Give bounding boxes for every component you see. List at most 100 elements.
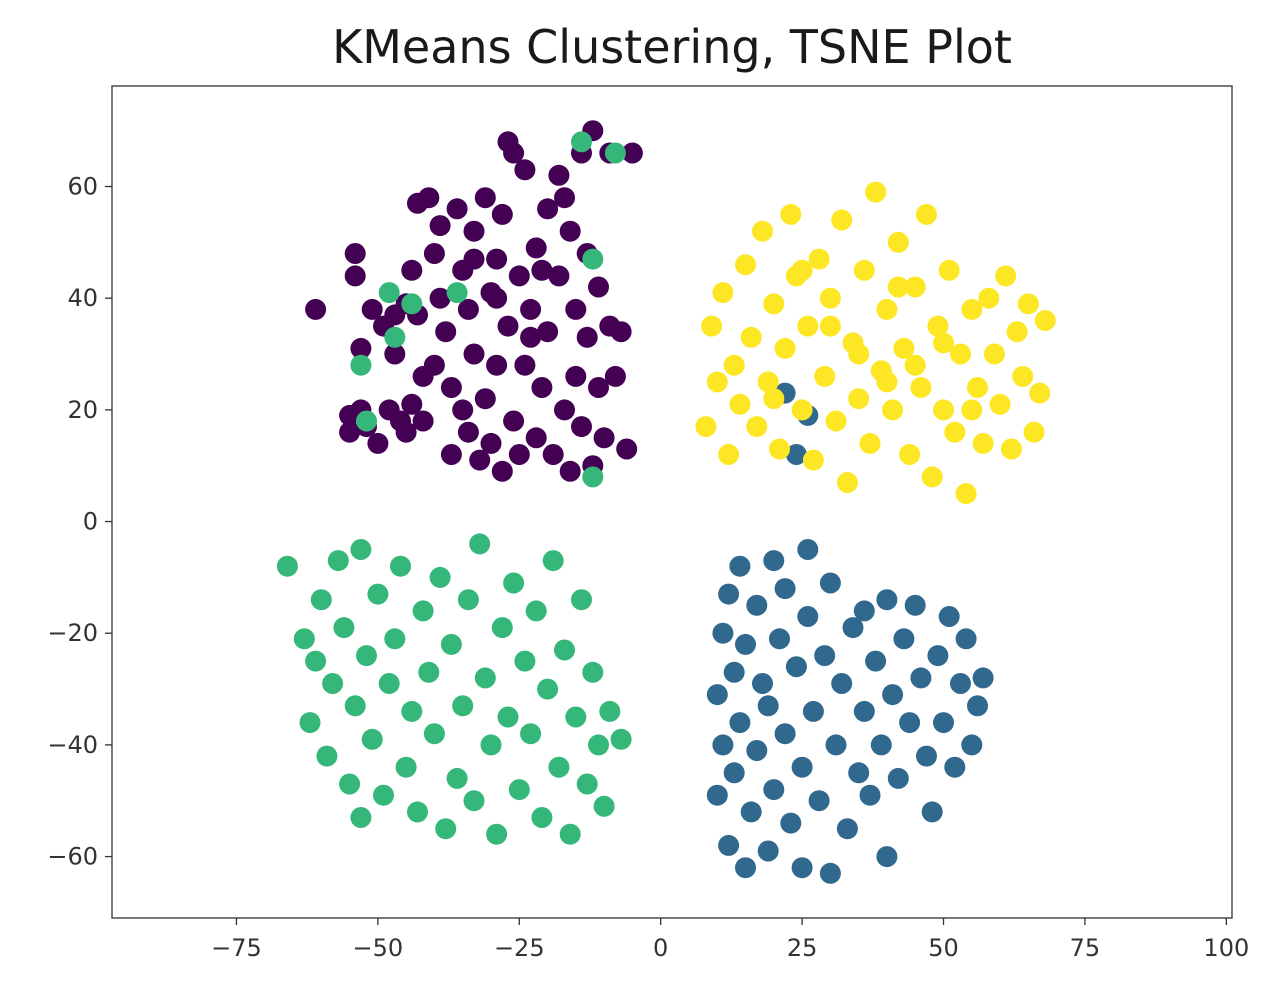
scatter-point-cluster-0-36 <box>469 449 491 471</box>
scatter-point-cluster-0-8 <box>361 298 383 320</box>
scatter-point-cluster-2-1 <box>293 628 315 650</box>
scatter-point-cluster-2-34 <box>474 667 496 689</box>
scatter-point-cluster-2-30 <box>452 695 474 717</box>
scatter-point-cluster-3-20 <box>808 248 830 270</box>
scatter-point-cluster-2-46 <box>542 550 564 572</box>
scatter-point-cluster-2-54 <box>588 734 609 756</box>
x-tick-label: 0 <box>653 934 668 962</box>
scatter-point-cluster-3-38 <box>910 377 932 398</box>
scatter-point-cluster-0-27 <box>440 444 462 465</box>
scatter-point-cluster-2-4 <box>310 589 332 611</box>
scatter-point-cluster-0-41 <box>486 248 508 270</box>
scatter-point-cluster-2-16 <box>373 784 394 806</box>
scatter-point-cluster-3-12 <box>763 293 785 315</box>
scatter-point-cluster-0-15 <box>395 421 417 443</box>
scatter-point-cluster-0-49 <box>508 444 530 465</box>
scatter-point-cluster-3-55 <box>1006 321 1028 343</box>
scatter-point-cluster-2-17 <box>378 673 400 694</box>
scatter-point-cluster-2-25 <box>423 723 445 745</box>
scatter-point-cluster-1-19 <box>763 779 785 801</box>
scatter-point-cluster-0-57 <box>537 321 559 343</box>
scatter-point-cluster-0-44 <box>491 203 513 225</box>
scatter-point-cluster-2-51 <box>571 589 592 611</box>
scatter-point-cluster-0-17 <box>401 259 423 281</box>
scatter-point-cluster-3-43 <box>938 259 960 281</box>
scatter-point-cluster-1-13 <box>746 594 768 616</box>
scatter-point-cluster-1-30 <box>808 790 830 812</box>
scatter-point-cluster-2-11 <box>350 807 372 828</box>
scatter-point-cluster-3-42 <box>933 399 954 421</box>
scatter-point-cluster-3-29 <box>859 432 881 454</box>
scatter-point-cluster-0-26 <box>435 321 457 343</box>
scatter-point-cluster-2-28 <box>440 633 462 655</box>
scatter-point-cluster-0-82 <box>554 187 575 209</box>
scatter-point-cluster-0-78 <box>610 321 632 343</box>
scatter-point-cluster-3-62 <box>819 315 841 337</box>
scatter-point-cluster-3-64 <box>904 354 926 376</box>
scatter-point-cluster-2-27 <box>435 818 457 840</box>
y-tick-label: 0 <box>83 508 98 536</box>
scatter-point-cluster-3-69 <box>887 276 909 298</box>
scatter-point-cluster-2-9 <box>339 773 361 795</box>
scatter-point-cluster-0-77 <box>604 365 626 387</box>
scatter-point-cluster-0-83 <box>463 248 485 270</box>
y-tick-label: 20 <box>67 396 98 424</box>
scatter-point-cluster-3-57 <box>1017 293 1039 315</box>
scatter-point-cluster-0-85 <box>429 287 451 309</box>
scatter-point-cluster-1-24 <box>785 656 807 678</box>
scatter-point-cluster-2-23 <box>412 600 434 622</box>
scatter-point-cluster-3-2 <box>706 371 728 393</box>
scatter-point-cluster-2-19 <box>390 555 411 577</box>
scatter-point-cluster-2-22 <box>407 801 428 823</box>
scatter-point-cluster-2-61 <box>378 282 400 304</box>
scatter-point-cluster-2-20 <box>395 756 417 778</box>
scatter-point-cluster-1-60 <box>961 734 983 756</box>
scatter-point-cluster-1-16 <box>757 840 779 862</box>
scatter-point-cluster-1-27 <box>797 539 819 560</box>
scatter-point-cluster-3-8 <box>740 326 762 348</box>
scatter-point-cluster-0-22 <box>418 187 440 209</box>
scatter-point-cluster-0-28 <box>440 377 462 398</box>
scatter-point-cluster-3-40 <box>921 466 943 488</box>
scatter-point-cluster-1-33 <box>819 572 841 594</box>
scatter-point-cluster-3-36 <box>899 444 921 465</box>
scatter-point-cluster-1-18 <box>763 550 785 572</box>
scatter-point-cluster-1-23 <box>780 812 802 834</box>
scatter-point-cluster-2-15 <box>367 583 389 605</box>
scatter-point-cluster-3-18 <box>797 315 819 337</box>
scatter-point-cluster-3-13 <box>769 438 790 460</box>
x-tick-label: 75 <box>1070 934 1101 962</box>
scatter-point-cluster-2-53 <box>582 661 604 683</box>
y-axis: −60 −40 −20 0 20 40 60 <box>47 173 112 871</box>
scatter-point-cluster-2-0 <box>276 555 298 577</box>
scatter-point-cluster-1-0 <box>706 684 728 706</box>
scatter-point-cluster-0-4 <box>344 243 366 264</box>
scatter-point-cluster-1-7 <box>723 762 745 784</box>
scatter-point-cluster-3-53 <box>995 265 1017 287</box>
scatter-point-cluster-0-3 <box>344 265 366 287</box>
scatter-point-cluster-3-15 <box>780 203 802 225</box>
scatter-point-cluster-1-36 <box>836 818 858 840</box>
scatter-point-cluster-2-42 <box>520 723 542 745</box>
scatter-point-cluster-3-30 <box>865 181 887 203</box>
scatter-point-cluster-0-52 <box>520 298 542 320</box>
scatter-point-cluster-2-47 <box>548 756 570 778</box>
scatter-point-cluster-1-3 <box>712 734 734 756</box>
scatter-point-cluster-3-51 <box>983 343 1005 365</box>
scatter-point-cluster-3-60 <box>1034 310 1056 331</box>
scatter-point-cluster-1-51 <box>910 667 932 689</box>
scatter-point-cluster-0-56 <box>537 198 559 220</box>
scatter-point-cluster-0-65 <box>565 365 587 387</box>
scatter-point-cluster-0-72 <box>588 377 609 398</box>
scatter-point-cluster-3-45 <box>950 343 971 365</box>
scatter-point-cluster-3-9 <box>746 416 768 438</box>
y-tick-label: −60 <box>47 843 98 871</box>
scatter-point-cluster-3-25 <box>836 472 858 493</box>
scatter-point-cluster-1-8 <box>729 555 751 577</box>
scatter-point-cluster-1-25 <box>791 756 813 778</box>
x-tick-label: 25 <box>787 934 818 962</box>
scatter-point-cluster-2-2 <box>299 712 321 734</box>
scatter-point-cluster-3-58 <box>1023 421 1045 443</box>
scatter-point-cluster-2-65 <box>350 354 372 376</box>
scatter-point-cluster-1-43 <box>870 734 892 756</box>
